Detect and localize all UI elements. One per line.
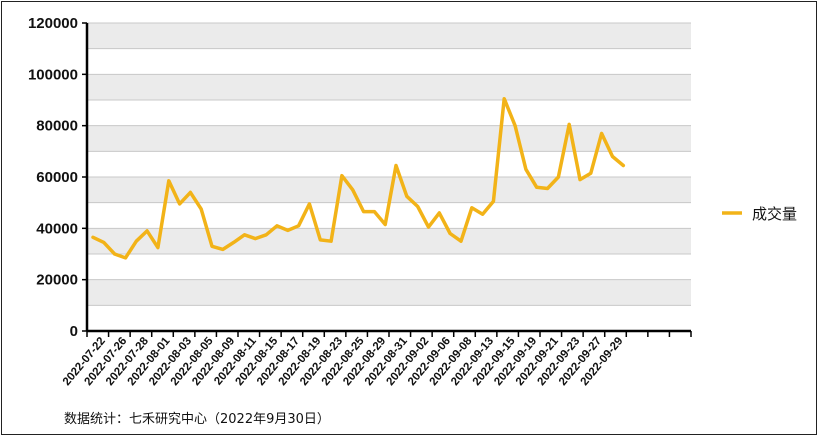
grid-band (87, 74, 691, 100)
y-tick-label: 20000 (36, 272, 78, 289)
grid-band (87, 125, 691, 152)
legend-label: 成交量 (752, 205, 797, 223)
source-note: 数据统计：七禾研究中心（2022年9月30日） (64, 412, 330, 427)
grid-band (87, 23, 691, 49)
series-line (91, 96, 626, 260)
grid-band (87, 279, 691, 306)
y-tick-label: 120000 (28, 15, 78, 32)
grid-band (87, 228, 691, 254)
y-tick-label: 80000 (36, 118, 78, 135)
y-tick-label: 100000 (28, 66, 78, 83)
y-tick-label: 60000 (36, 169, 78, 186)
y-tick-label: 0 (70, 323, 78, 340)
y-tick-label: 40000 (36, 220, 78, 237)
